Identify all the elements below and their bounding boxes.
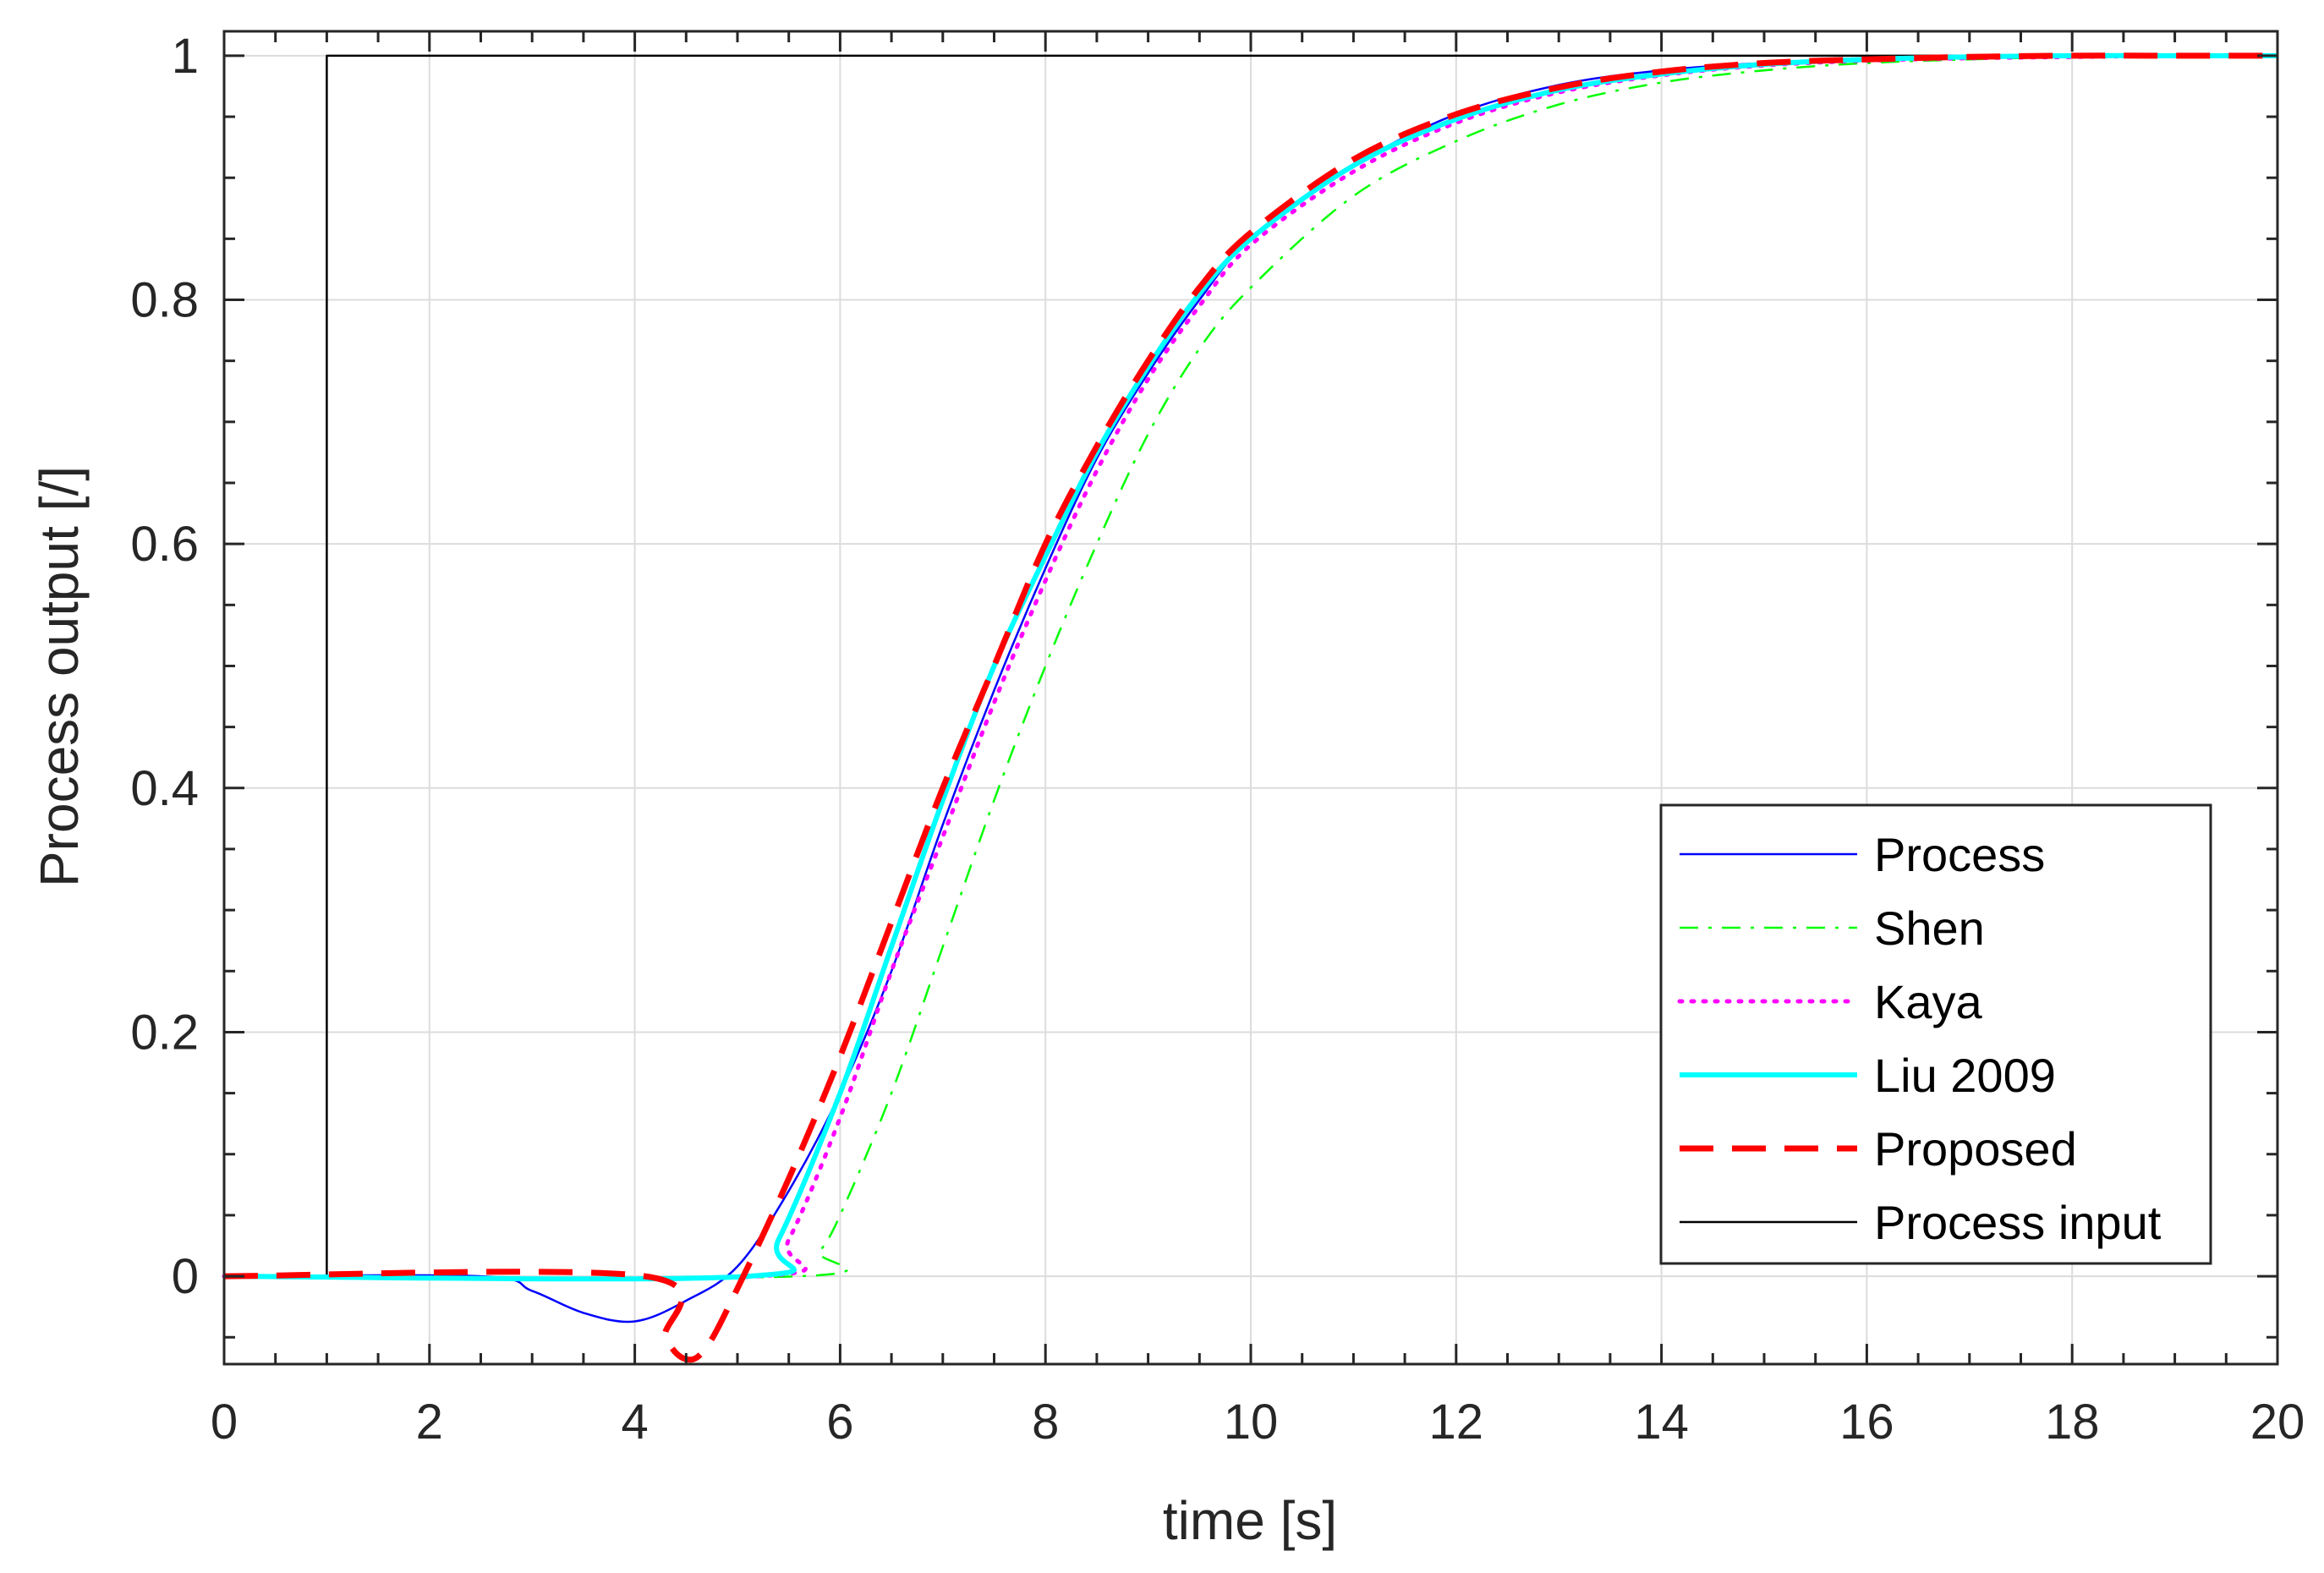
x-tick-label: 6 xyxy=(826,1395,853,1450)
x-tick-label: 8 xyxy=(1032,1395,1059,1450)
series-layer xyxy=(222,52,2280,1363)
legend-label-process-input: Process input xyxy=(1874,1196,2162,1249)
x-tick-label: 0 xyxy=(211,1395,238,1450)
y-axis-title: Process output [/] xyxy=(29,466,90,887)
series-line-proposed xyxy=(223,52,2278,1363)
x-tick-label: 4 xyxy=(621,1395,648,1450)
tick-labels: 0 2 4 6 8 10 12 14 16 18 20 0 0.2 0.4 0.6 0.8 1 xyxy=(130,29,2305,1450)
x-tick-label: 16 xyxy=(1839,1395,1894,1450)
ticks xyxy=(222,31,2279,1364)
y-tick-label: 0.4 xyxy=(130,761,199,816)
y-tick-label: 1 xyxy=(172,29,199,84)
legend-label-kaya: Kaya xyxy=(1874,975,1982,1028)
x-tick-label: 18 xyxy=(2045,1395,2100,1450)
legend-label-shen: Shen xyxy=(1874,902,1985,955)
legend-label-proposed: Proposed xyxy=(1874,1122,2077,1176)
series-line-shen xyxy=(223,54,2278,1280)
x-tick-label: 2 xyxy=(416,1395,443,1450)
y-tick-label: 0.2 xyxy=(130,1005,199,1060)
x-tick-label: 10 xyxy=(1224,1395,1279,1450)
legend-label-liu-2009: Liu 2009 xyxy=(1874,1049,2056,1102)
x-tick-label: 14 xyxy=(1634,1395,1689,1450)
legend: Process Shen Kaya Liu 2009 Proposed Process i… xyxy=(1659,803,2212,1265)
series-line-kaya xyxy=(222,53,2280,1281)
y-tick-label: 0.6 xyxy=(130,517,199,572)
grid xyxy=(224,31,2277,1364)
x-tick-label: 12 xyxy=(1429,1395,1484,1450)
x-axis-title: time [s] xyxy=(1163,1490,1337,1551)
y-tick-label: 0.8 xyxy=(130,273,199,328)
x-tick-label: 20 xyxy=(2250,1395,2305,1450)
legend-box xyxy=(1659,803,2212,1265)
legend-label-process: Process xyxy=(1874,828,2045,881)
y-tick-label: 0 xyxy=(172,1249,199,1304)
